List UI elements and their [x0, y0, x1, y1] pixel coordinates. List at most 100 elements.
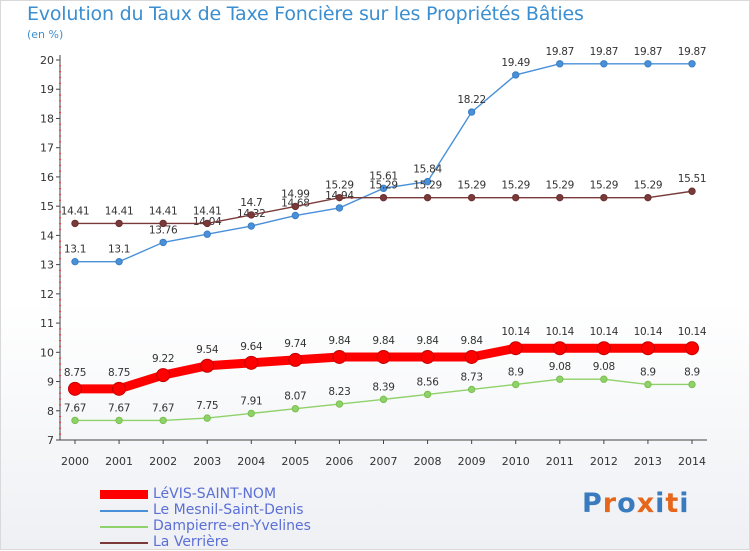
series-point-2 — [600, 375, 608, 383]
proxiti-logo: Proxiti — [582, 488, 690, 519]
series-point-0 — [200, 358, 215, 373]
x-tick-label: 2004 — [237, 455, 265, 468]
y-tick-label: 10 — [40, 346, 54, 359]
logo-letter: r — [602, 488, 618, 519]
y-minor-tick — [59, 240, 61, 243]
y-minor-tick — [59, 357, 61, 360]
x-tick-label: 2012 — [590, 455, 618, 468]
data-label: 15.29 — [369, 180, 398, 192]
y-minor-tick — [59, 129, 61, 132]
logo-letter: i — [679, 488, 690, 519]
series-point-1 — [600, 60, 608, 68]
y-minor-tick — [59, 64, 61, 67]
y-minor-tick — [59, 304, 61, 307]
data-label: 13.76 — [149, 224, 178, 236]
y-tick-label: 9 — [47, 376, 54, 389]
legend-swatch — [100, 510, 148, 512]
y-minor-tick — [59, 187, 61, 190]
series-point-3 — [644, 193, 652, 202]
series-point-1 — [115, 257, 123, 266]
y-minor-tick — [59, 269, 61, 272]
logo-letter: P — [582, 488, 603, 519]
series-point-0 — [244, 355, 259, 370]
series-point-2 — [115, 416, 123, 425]
y-minor-tick — [59, 427, 61, 430]
data-label: 15.29 — [325, 180, 354, 192]
x-tick-label: 2005 — [281, 455, 309, 468]
series-point-2 — [159, 416, 167, 425]
data-label: 8.07 — [284, 391, 306, 403]
y-minor-tick — [59, 158, 61, 161]
data-label: 9.84 — [328, 335, 351, 347]
series-point-3 — [379, 193, 388, 202]
data-label: 8.73 — [461, 371, 483, 383]
data-label: 15.29 — [634, 180, 663, 192]
y-minor-tick — [59, 415, 61, 418]
data-label: 8.75 — [64, 367, 86, 379]
data-label: 19.87 — [678, 46, 707, 58]
data-label: 9.64 — [240, 341, 263, 353]
y-minor-tick — [59, 275, 61, 278]
legend-label: La Verrière — [153, 534, 229, 550]
data-label: 7.67 — [108, 402, 130, 414]
data-label: 10.14 — [546, 326, 575, 338]
data-label: 8.56 — [416, 376, 439, 388]
y-minor-tick — [59, 345, 61, 348]
series-point-0 — [156, 368, 171, 383]
y-minor-tick — [59, 211, 61, 213]
series-point-1 — [644, 60, 652, 68]
y-minor-tick — [59, 398, 61, 400]
series-point-0 — [464, 349, 479, 364]
y-minor-tick — [59, 333, 61, 336]
data-label: 15.29 — [501, 180, 530, 192]
series-point-3 — [291, 202, 300, 211]
chart-title: Evolution du Taux de Taxe Foncière sur l… — [27, 3, 584, 25]
data-label: 8.9 — [640, 366, 656, 378]
series-point-1 — [688, 60, 696, 68]
data-label: 14.7 — [240, 197, 262, 209]
series-point-3 — [467, 193, 476, 202]
data-label: 19.87 — [590, 46, 619, 58]
series-point-0 — [68, 381, 82, 396]
y-minor-tick — [59, 193, 61, 196]
data-label: 14.41 — [193, 205, 222, 217]
y-minor-tick — [59, 111, 61, 114]
series-point-3 — [335, 193, 344, 202]
y-minor-tick — [59, 170, 61, 172]
x-tick-label: 2013 — [634, 455, 662, 468]
y-tick-label: 7 — [47, 434, 54, 447]
data-label: 13.1 — [108, 244, 130, 256]
series-point-3 — [556, 193, 564, 202]
data-label: 15.29 — [546, 180, 575, 192]
x-tick-label: 2014 — [678, 455, 706, 468]
y-minor-tick — [59, 374, 61, 377]
data-label: 15.29 — [413, 180, 442, 192]
y-minor-tick — [59, 421, 61, 424]
x-tick-label: 2002 — [149, 455, 177, 468]
y-minor-tick — [59, 152, 61, 155]
series-point-2 — [71, 416, 79, 425]
x-tick-label: 2001 — [105, 455, 133, 468]
series-point-1 — [512, 71, 520, 79]
data-label: 10.14 — [501, 326, 530, 338]
y-minor-tick — [59, 76, 61, 79]
data-label: 8.9 — [684, 366, 700, 378]
y-minor-tick — [59, 181, 61, 184]
y-minor-tick — [59, 94, 61, 96]
y-minor-tick — [59, 328, 61, 330]
series-point-0 — [420, 349, 435, 364]
data-label: 10.14 — [634, 326, 663, 338]
series-point-0 — [288, 352, 303, 367]
y-minor-tick — [59, 404, 61, 406]
series-point-3 — [159, 219, 167, 228]
y-tick-label: 18 — [40, 112, 54, 125]
y-minor-tick — [59, 257, 61, 260]
series-point-3 — [423, 193, 432, 202]
series-point-3 — [512, 193, 520, 202]
series-point-3 — [600, 193, 608, 202]
x-tick-label: 2003 — [193, 455, 221, 468]
data-label: 7.67 — [152, 402, 174, 414]
data-label: 9.08 — [593, 361, 615, 373]
y-minor-tick — [59, 339, 61, 342]
